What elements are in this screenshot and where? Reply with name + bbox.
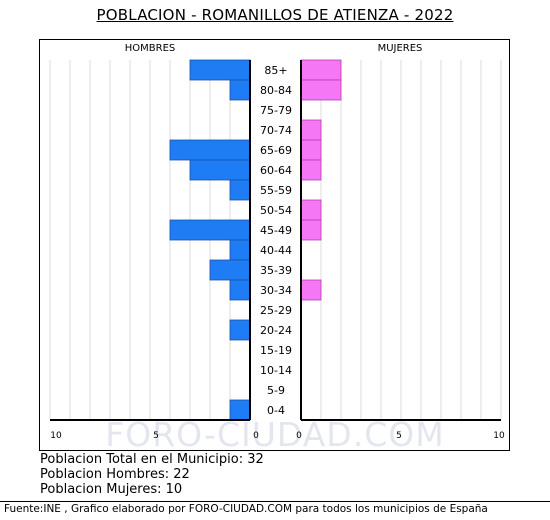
age-label-55-59: 55-59	[260, 184, 292, 197]
bar-hombres-40-44	[229, 239, 251, 261]
bar-hombres-0-4	[229, 399, 251, 421]
tick-right-10: 10	[493, 431, 505, 441]
age-label-70-74: 70-74	[260, 124, 292, 137]
age-label-65-69: 65-69	[260, 144, 292, 157]
tick-right-0: 0	[296, 431, 302, 441]
mujeres-label: MUJERES	[377, 43, 423, 54]
tick-left-5: 5	[153, 431, 159, 441]
age-label-80-84: 80-84	[260, 84, 292, 97]
age-label-50-54: 50-54	[260, 204, 292, 217]
age-label-30-34: 30-34	[260, 284, 292, 297]
tick-right-5: 5	[396, 431, 402, 441]
age-label-10-14: 10-14	[260, 364, 292, 377]
footer-source: Fuente:INE , Grafico elaborado por FORO-…	[4, 503, 488, 515]
bar-hombres-80-84	[229, 79, 251, 101]
age-label-20-24: 20-24	[260, 324, 292, 337]
bar-hombres-55-59	[229, 179, 251, 201]
bar-hombres-45-49	[169, 219, 251, 241]
bar-hombres-65-69	[169, 139, 251, 161]
age-label-60-64: 60-64	[260, 164, 292, 177]
stats-block: Poblacion Total en el Municipio: 32 Pobl…	[40, 452, 264, 497]
chart-title: POBLACION - ROMANILLOS DE ATIENZA - 2022	[96, 6, 454, 24]
age-label-45-49: 45-49	[260, 224, 292, 237]
tick-left-10: 10	[50, 431, 62, 441]
bar-hombres-35-39	[209, 259, 251, 281]
chart-frame	[39, 39, 510, 451]
hombres-label: HOMBRES	[124, 43, 176, 54]
bar-hombres-30-34	[229, 279, 251, 301]
bar-mujeres-65-69	[300, 139, 322, 161]
age-label-35-39: 35-39	[260, 264, 292, 277]
stat-total: Poblacion Total en el Municipio: 32	[40, 452, 264, 467]
age-label-5-9: 5-9	[267, 384, 285, 397]
bar-mujeres-85+	[300, 59, 342, 81]
bar-mujeres-50-54	[300, 199, 322, 221]
bar-mujeres-80-84	[300, 79, 342, 101]
age-label-0-4: 0-4	[267, 404, 285, 417]
footer-divider	[0, 501, 550, 502]
age-label-40-44: 40-44	[260, 244, 292, 257]
bar-hombres-20-24	[229, 319, 251, 341]
stat-men: Poblacion Hombres: 22	[40, 467, 190, 482]
bar-mujeres-70-74	[300, 119, 322, 141]
age-label-15-19: 15-19	[260, 344, 292, 357]
bar-mujeres-45-49	[300, 219, 322, 241]
stat-women: Poblacion Mujeres: 10	[40, 482, 183, 497]
bar-hombres-85+	[189, 59, 251, 81]
age-label-85+: 85+	[264, 64, 287, 77]
tick-left-0: 0	[253, 431, 259, 441]
age-label-25-29: 25-29	[260, 304, 292, 317]
bar-mujeres-60-64	[300, 159, 322, 181]
bar-hombres-60-64	[189, 159, 251, 181]
age-label-75-79: 75-79	[260, 104, 292, 117]
bar-mujeres-30-34	[300, 279, 322, 301]
